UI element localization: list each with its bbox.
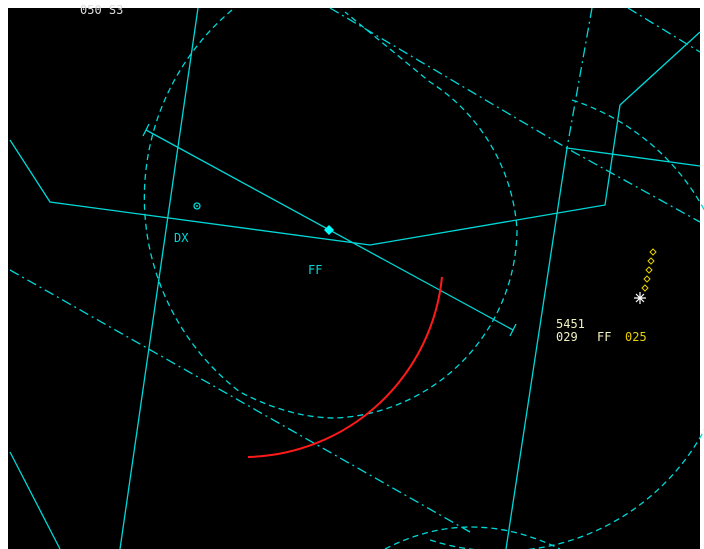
airway [566, 7, 593, 149]
route [119, 7, 199, 549]
fix-marker [324, 225, 334, 235]
scope-background [8, 8, 700, 549]
route [505, 147, 568, 549]
map-lines [9, 7, 704, 549]
squawk: 5451 [556, 317, 585, 331]
airway [9, 269, 471, 533]
cleared-altitude: 025 [625, 330, 647, 344]
airway [627, 7, 701, 53]
range-ring [384, 526, 561, 549]
navaid [193, 202, 201, 210]
navaid [196, 205, 198, 207]
target-symbol [634, 292, 646, 304]
altitude: 029 [556, 330, 578, 344]
fix-label: DX [174, 231, 189, 245]
sector-boundary [143, 9, 518, 419]
header-label: 050 S3 [80, 3, 123, 17]
route [9, 451, 61, 549]
route [9, 31, 701, 246]
range-ring [429, 99, 704, 549]
fix-label: FF [308, 263, 322, 277]
arc-warning [247, 276, 443, 458]
route [566, 147, 701, 167]
sector: FF [597, 330, 611, 344]
history-trail [641, 248, 657, 292]
